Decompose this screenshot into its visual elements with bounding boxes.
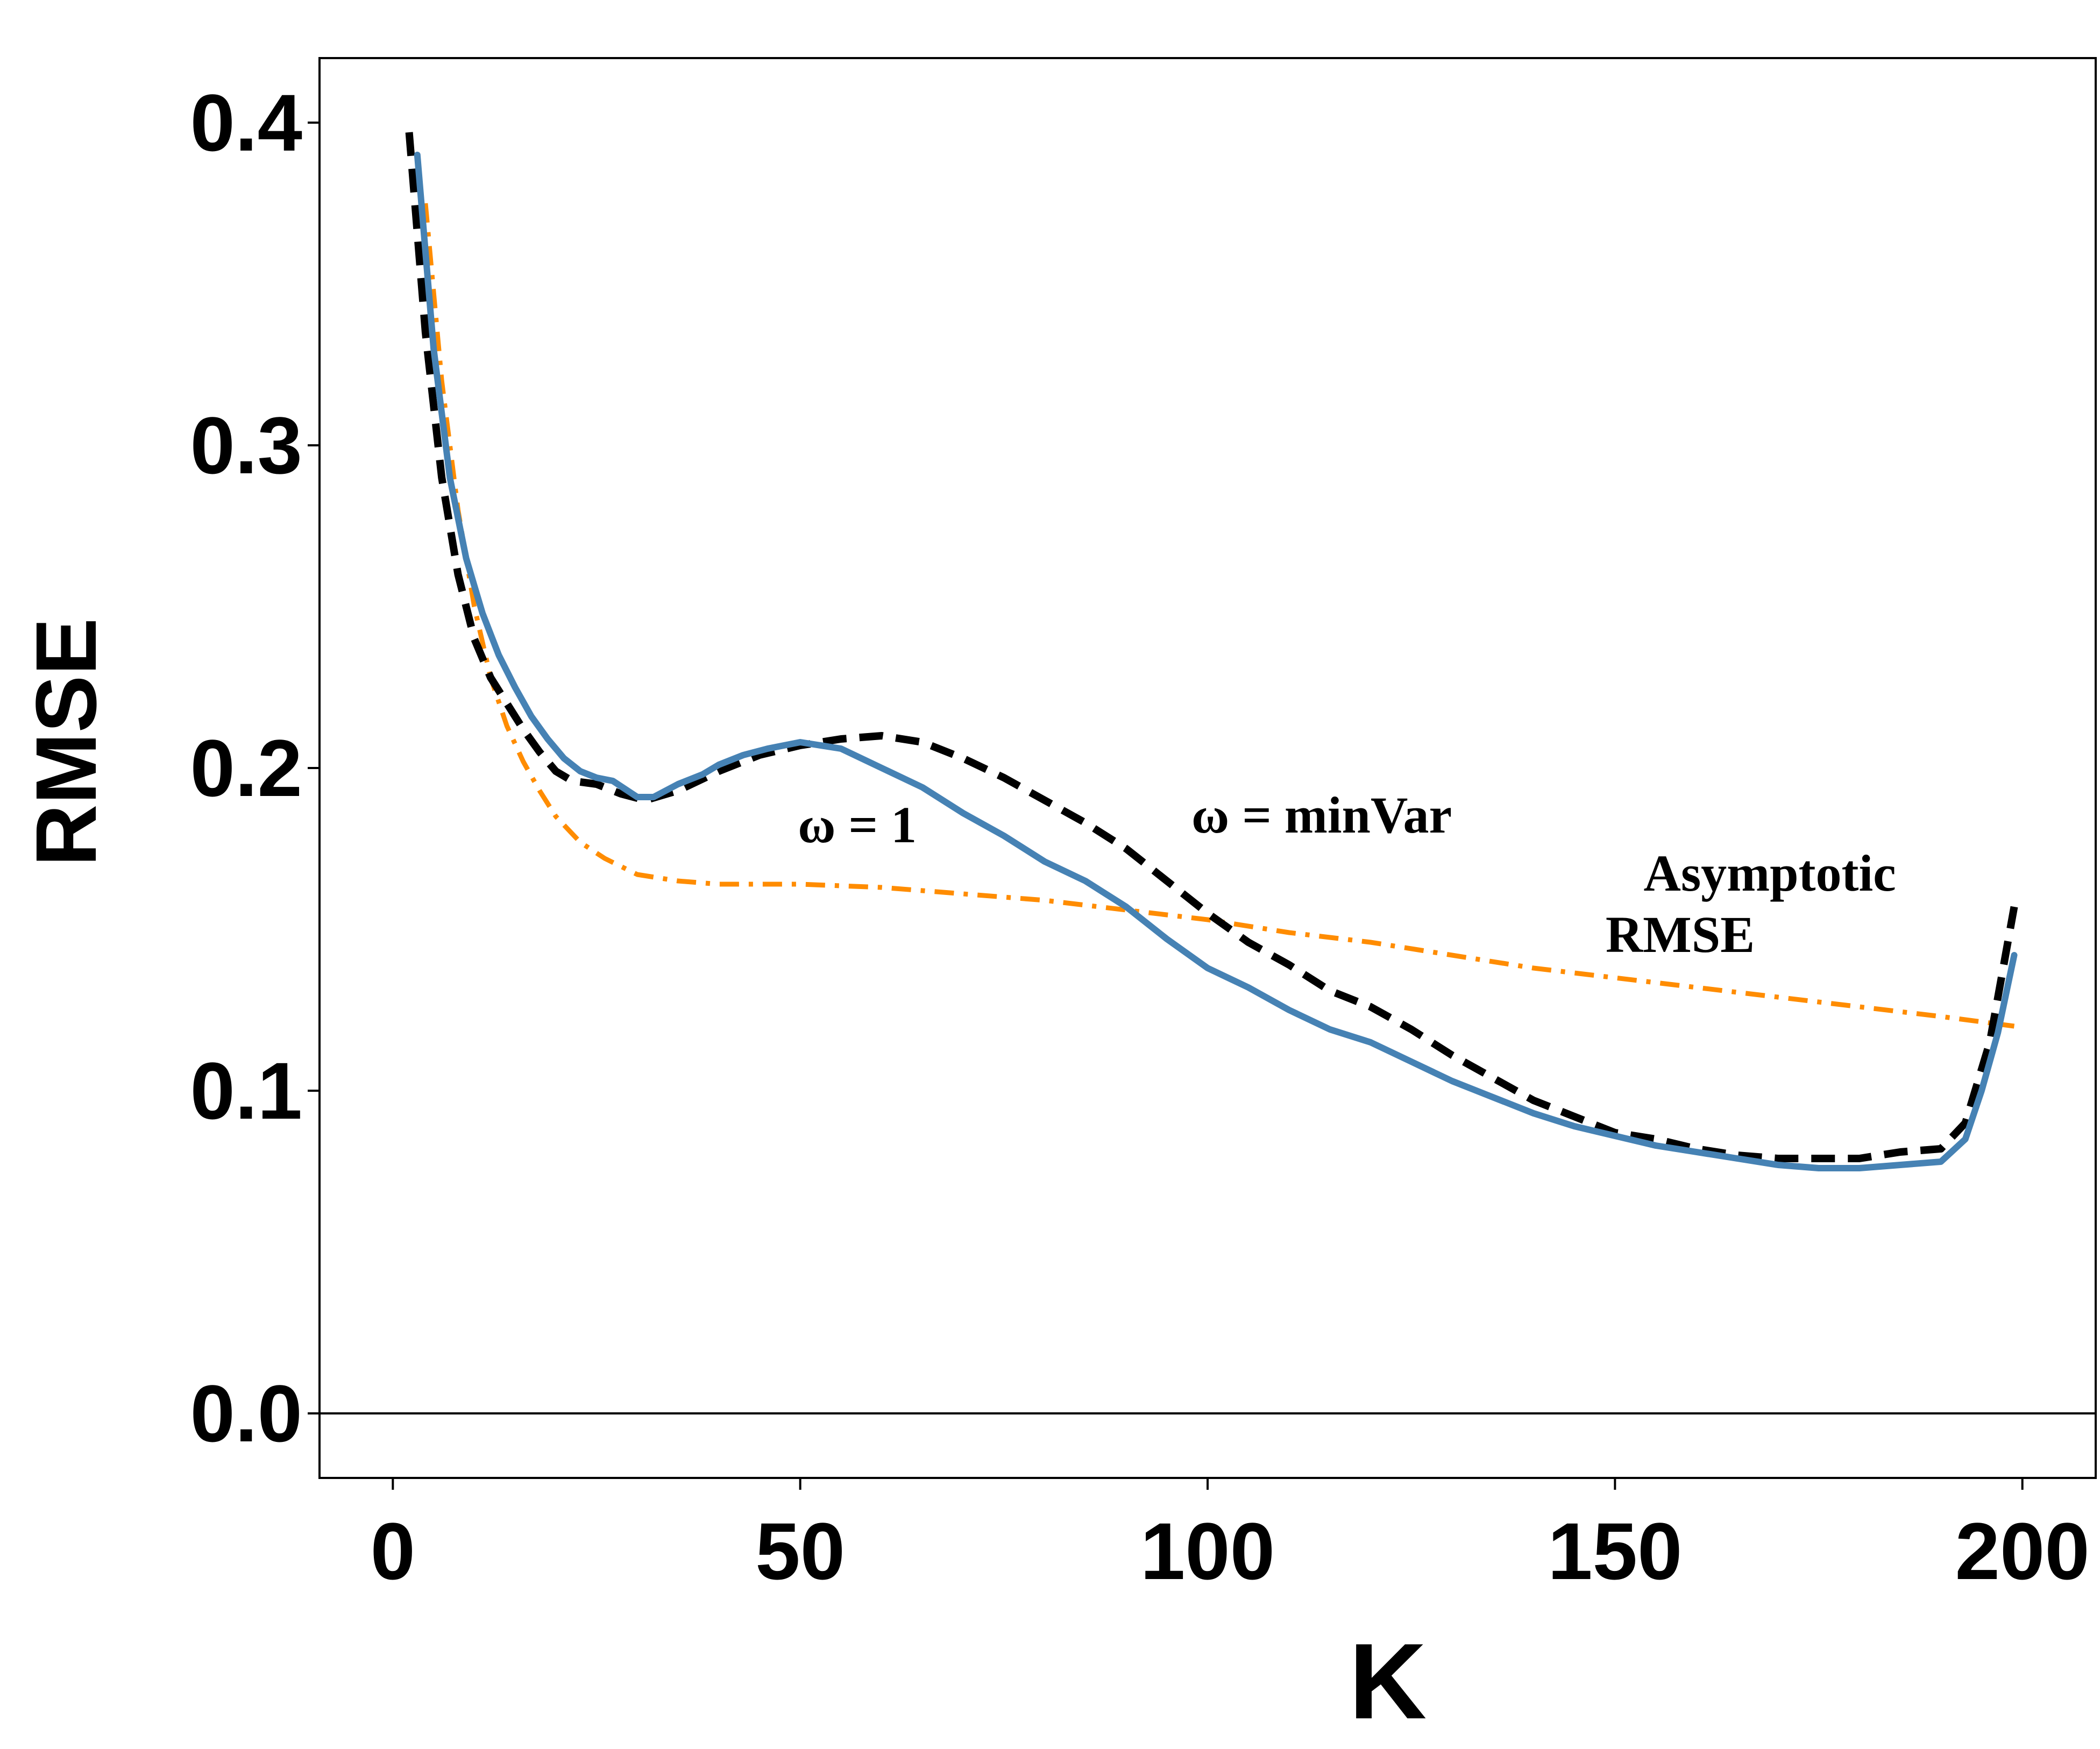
chart-annotation: RMSE bbox=[1606, 906, 1755, 963]
chart-annotation: ω = minVar bbox=[1191, 786, 1452, 844]
y-tick-label: 0.1 bbox=[190, 1046, 302, 1136]
chart-annotation: ω = 1 bbox=[798, 796, 917, 854]
series-line-omega-minvar bbox=[405, 132, 2018, 1162]
y-ticks-group: 0.0 0.1 0.2 0.3 0.4 bbox=[190, 77, 320, 1459]
series-lines-group bbox=[405, 132, 2018, 1171]
y-tick-label: 0.4 bbox=[190, 77, 302, 168]
y-tick-label: 0.2 bbox=[190, 723, 302, 813]
y-tick-label: 0.0 bbox=[190, 1368, 302, 1459]
x-tick-label: 200 bbox=[1955, 1506, 2090, 1596]
y-tick-label: 0.3 bbox=[190, 400, 302, 490]
series-line-asymptotic-rmse bbox=[423, 203, 2015, 1029]
series-line-omega-1 bbox=[414, 152, 2018, 1171]
x-tick-label: 150 bbox=[1548, 1506, 1682, 1596]
x-tick-label: 0 bbox=[371, 1506, 415, 1596]
x-axis-title: K bbox=[1349, 1622, 1427, 1741]
x-ticks-group: 0 50 100 150 200 bbox=[371, 1478, 2090, 1596]
x-tick-label: 100 bbox=[1140, 1506, 1275, 1596]
chart-annotation: Asymptotic bbox=[1643, 844, 1896, 902]
x-tick-label: 50 bbox=[755, 1506, 845, 1596]
y-axis-title: RMSE bbox=[18, 618, 114, 866]
